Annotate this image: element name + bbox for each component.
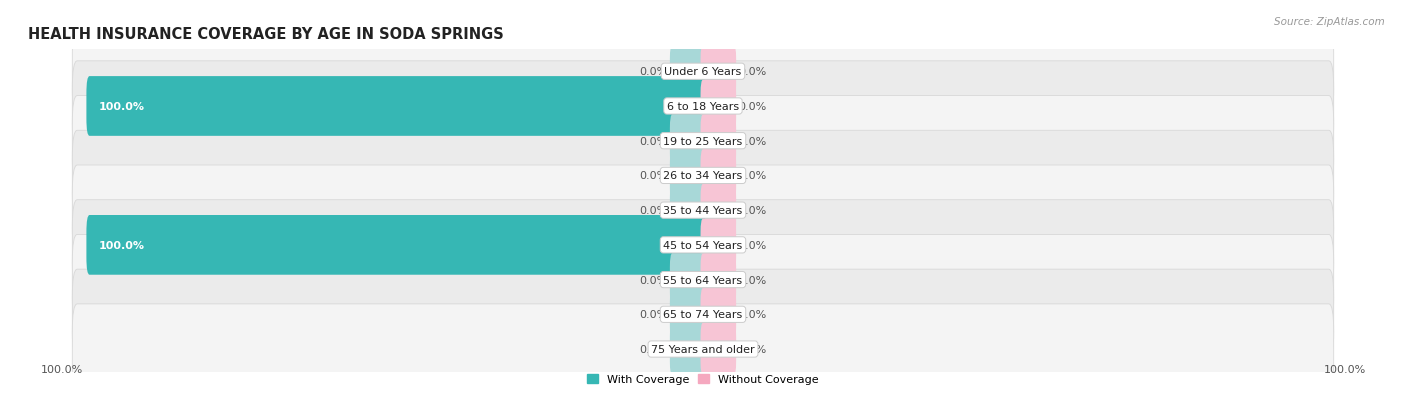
FancyBboxPatch shape xyxy=(669,150,706,202)
Text: 6 to 18 Years: 6 to 18 Years xyxy=(666,102,740,112)
FancyBboxPatch shape xyxy=(72,200,1334,290)
Text: 0.0%: 0.0% xyxy=(640,206,668,216)
Text: 0.0%: 0.0% xyxy=(738,206,766,216)
FancyBboxPatch shape xyxy=(669,254,706,306)
Text: 100.0%: 100.0% xyxy=(1323,364,1365,374)
Text: 0.0%: 0.0% xyxy=(640,275,668,285)
Text: 26 to 34 Years: 26 to 34 Years xyxy=(664,171,742,181)
FancyBboxPatch shape xyxy=(72,235,1334,325)
Text: 0.0%: 0.0% xyxy=(738,310,766,320)
Text: 0.0%: 0.0% xyxy=(640,67,668,77)
Text: 100.0%: 100.0% xyxy=(98,102,145,112)
Text: 0.0%: 0.0% xyxy=(738,344,766,354)
Text: 19 to 25 Years: 19 to 25 Years xyxy=(664,136,742,146)
FancyBboxPatch shape xyxy=(700,184,737,237)
Text: 0.0%: 0.0% xyxy=(640,136,668,146)
FancyBboxPatch shape xyxy=(700,288,737,341)
FancyBboxPatch shape xyxy=(700,81,737,133)
FancyBboxPatch shape xyxy=(700,219,737,272)
Text: 0.0%: 0.0% xyxy=(738,67,766,77)
Text: 0.0%: 0.0% xyxy=(738,171,766,181)
FancyBboxPatch shape xyxy=(700,323,737,375)
Text: Source: ZipAtlas.com: Source: ZipAtlas.com xyxy=(1274,17,1385,26)
Text: 75 Years and older: 75 Years and older xyxy=(651,344,755,354)
FancyBboxPatch shape xyxy=(72,131,1334,221)
Text: HEALTH INSURANCE COVERAGE BY AGE IN SODA SPRINGS: HEALTH INSURANCE COVERAGE BY AGE IN SODA… xyxy=(28,26,503,41)
Text: 0.0%: 0.0% xyxy=(738,102,766,112)
Text: 0.0%: 0.0% xyxy=(640,310,668,320)
FancyBboxPatch shape xyxy=(700,150,737,202)
Text: 100.0%: 100.0% xyxy=(98,240,145,250)
Text: 55 to 64 Years: 55 to 64 Years xyxy=(664,275,742,285)
FancyBboxPatch shape xyxy=(700,46,737,98)
FancyBboxPatch shape xyxy=(72,270,1334,360)
FancyBboxPatch shape xyxy=(86,77,706,137)
Text: 45 to 54 Years: 45 to 54 Years xyxy=(664,240,742,250)
Text: 100.0%: 100.0% xyxy=(41,364,83,374)
Text: 65 to 74 Years: 65 to 74 Years xyxy=(664,310,742,320)
FancyBboxPatch shape xyxy=(72,27,1334,117)
Text: 0.0%: 0.0% xyxy=(738,275,766,285)
Legend: With Coverage, Without Coverage: With Coverage, Without Coverage xyxy=(582,370,824,389)
FancyBboxPatch shape xyxy=(86,216,706,275)
FancyBboxPatch shape xyxy=(72,304,1334,394)
FancyBboxPatch shape xyxy=(669,323,706,375)
FancyBboxPatch shape xyxy=(700,115,737,168)
FancyBboxPatch shape xyxy=(669,115,706,168)
FancyBboxPatch shape xyxy=(72,166,1334,256)
FancyBboxPatch shape xyxy=(669,46,706,98)
FancyBboxPatch shape xyxy=(72,96,1334,186)
Text: 0.0%: 0.0% xyxy=(640,171,668,181)
Text: 0.0%: 0.0% xyxy=(738,136,766,146)
FancyBboxPatch shape xyxy=(72,62,1334,152)
FancyBboxPatch shape xyxy=(700,254,737,306)
Text: Under 6 Years: Under 6 Years xyxy=(665,67,741,77)
Text: 35 to 44 Years: 35 to 44 Years xyxy=(664,206,742,216)
Text: 0.0%: 0.0% xyxy=(640,344,668,354)
FancyBboxPatch shape xyxy=(669,184,706,237)
Text: 0.0%: 0.0% xyxy=(738,240,766,250)
FancyBboxPatch shape xyxy=(669,288,706,341)
